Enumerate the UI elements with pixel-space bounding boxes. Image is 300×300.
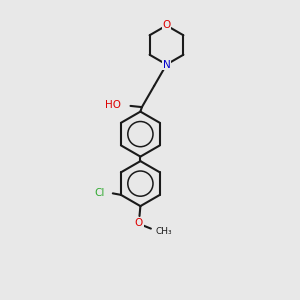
Text: HO: HO bbox=[105, 100, 121, 110]
Text: O: O bbox=[162, 20, 171, 31]
Text: O: O bbox=[135, 218, 143, 228]
Text: Cl: Cl bbox=[94, 188, 104, 198]
Text: CH₃: CH₃ bbox=[155, 226, 172, 236]
Text: N: N bbox=[163, 59, 170, 70]
